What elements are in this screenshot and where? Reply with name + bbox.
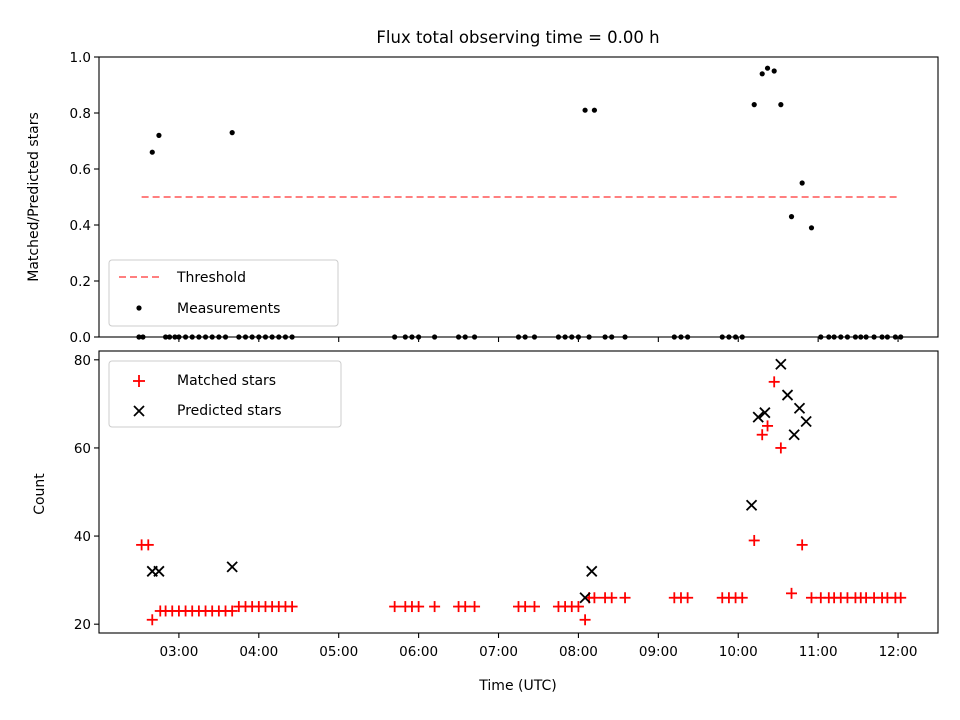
matched-star-point xyxy=(226,605,238,617)
top-y-tick-label: 0.8 xyxy=(70,106,91,122)
top-y-tick-label: 0.2 xyxy=(70,274,91,290)
bottom-y-axis-label: Count xyxy=(32,473,48,515)
matched-star-point xyxy=(519,601,531,613)
predicted-star-point xyxy=(775,358,787,370)
top-y-tick-label: 0.6 xyxy=(70,162,91,178)
matched-star-point xyxy=(606,592,618,604)
matched-legend-label: Matched stars xyxy=(177,373,276,389)
matched-star-point xyxy=(588,592,600,604)
matched-star-point xyxy=(762,420,774,432)
predicted-star-point xyxy=(579,592,591,604)
bottom-y-tick-label: 60 xyxy=(74,441,91,457)
x-tick-label: 04:00 xyxy=(239,644,278,660)
predicted-star-point xyxy=(153,565,165,577)
matched-star-point xyxy=(805,592,817,604)
predicted-star-point xyxy=(752,411,764,423)
matched-star-point xyxy=(146,614,158,626)
bottom-y-tick-label: 40 xyxy=(74,529,91,545)
matched-star-point xyxy=(775,442,787,454)
x-tick-label: 12:00 xyxy=(879,644,918,660)
matched-legend-swatch xyxy=(133,375,145,387)
matched-star-point xyxy=(768,376,780,388)
measurement-point xyxy=(808,225,815,231)
matched-star-point xyxy=(286,601,298,613)
measurement-point xyxy=(149,149,155,155)
x-axis-label: Time (UTC) xyxy=(478,678,556,694)
matched-star-point xyxy=(736,592,748,604)
measurement-point xyxy=(778,102,784,108)
matched-star-point xyxy=(572,601,584,613)
measurement-point xyxy=(771,68,777,74)
matched-star-point xyxy=(796,539,808,551)
measurement-point xyxy=(799,180,805,186)
bottom-plot-area xyxy=(136,358,907,626)
bottom-y-tick-label: 80 xyxy=(74,353,91,369)
x-tick-label: 09:00 xyxy=(639,644,678,660)
measurements-legend-label: Measurements xyxy=(177,301,280,317)
x-tick-label: 06:00 xyxy=(399,644,438,660)
top-y-tick-label: 0.0 xyxy=(70,330,91,346)
top-y-tick-label: 1.0 xyxy=(70,50,91,66)
chart-title: Flux total observing time = 0.00 h xyxy=(376,28,659,47)
predicted-star-point xyxy=(781,389,794,401)
predicted-star-point xyxy=(745,499,758,511)
predicted-star-point xyxy=(226,561,238,573)
measurement-point xyxy=(229,130,235,136)
matched-star-point xyxy=(528,601,540,613)
bottom-legend: Matched stars Predicted stars xyxy=(108,360,342,428)
measurement-point xyxy=(764,65,771,71)
x-tick-label: 08:00 xyxy=(559,644,598,660)
predicted-star-point xyxy=(788,429,800,441)
top-axes-frame xyxy=(98,56,939,338)
matched-star-point xyxy=(748,534,760,546)
x-tick-label: 11:00 xyxy=(799,644,838,660)
matched-star-point xyxy=(389,601,401,613)
x-tick-label: 05:00 xyxy=(319,644,358,660)
bottom-legend-box xyxy=(108,360,342,428)
measurements-legend-swatch xyxy=(136,305,142,311)
matched-star-point xyxy=(142,539,154,551)
measurement-point xyxy=(591,107,598,113)
top-legend: Threshold Measurements xyxy=(108,259,339,327)
x-tick-label: 07:00 xyxy=(479,644,518,660)
predicted-legend-label: Predicted stars xyxy=(177,403,282,419)
matched-star-point xyxy=(786,587,798,599)
predicted-star-point xyxy=(759,407,771,419)
matched-star-point xyxy=(579,614,591,626)
matched-star-point xyxy=(469,601,481,613)
matched-star-point xyxy=(756,429,768,441)
x-tick-label: 03:00 xyxy=(159,644,198,660)
x-tick-label: 10:00 xyxy=(719,644,758,660)
matched-star-point xyxy=(682,592,694,604)
top-plot-area xyxy=(136,65,904,340)
bottom-ticks: 03:00 04:00 05:00 06:00 07:00 08:00 09:00 10:00… xyxy=(74,353,918,660)
top-y-ticks: 0.0 0.2 0.4 0.6 0.8 1.0 xyxy=(70,50,899,346)
matched-star-point xyxy=(429,601,441,613)
matched-star-point xyxy=(895,592,907,604)
measurement-point xyxy=(751,102,757,108)
matched-star-point xyxy=(459,601,471,613)
predicted-star-point xyxy=(793,402,806,414)
predicted-legend-swatch xyxy=(133,405,145,417)
measurement-point xyxy=(156,132,162,138)
matched-star-point xyxy=(413,601,425,613)
top-y-tick-label: 0.4 xyxy=(70,218,91,234)
top-legend-box xyxy=(108,259,339,327)
bottom-y-tick-label: 20 xyxy=(74,617,91,633)
predicted-star-point xyxy=(800,415,812,428)
measurement-point xyxy=(759,71,765,77)
measurement-point xyxy=(788,214,795,220)
predicted-star-point xyxy=(586,565,598,577)
measurement-point xyxy=(582,107,588,113)
matched-star-point xyxy=(619,592,631,604)
bottom-axes-frame xyxy=(98,350,939,634)
threshold-legend-label: Threshold xyxy=(176,270,246,286)
top-y-axis-label: Matched/Predicted stars xyxy=(26,112,42,282)
